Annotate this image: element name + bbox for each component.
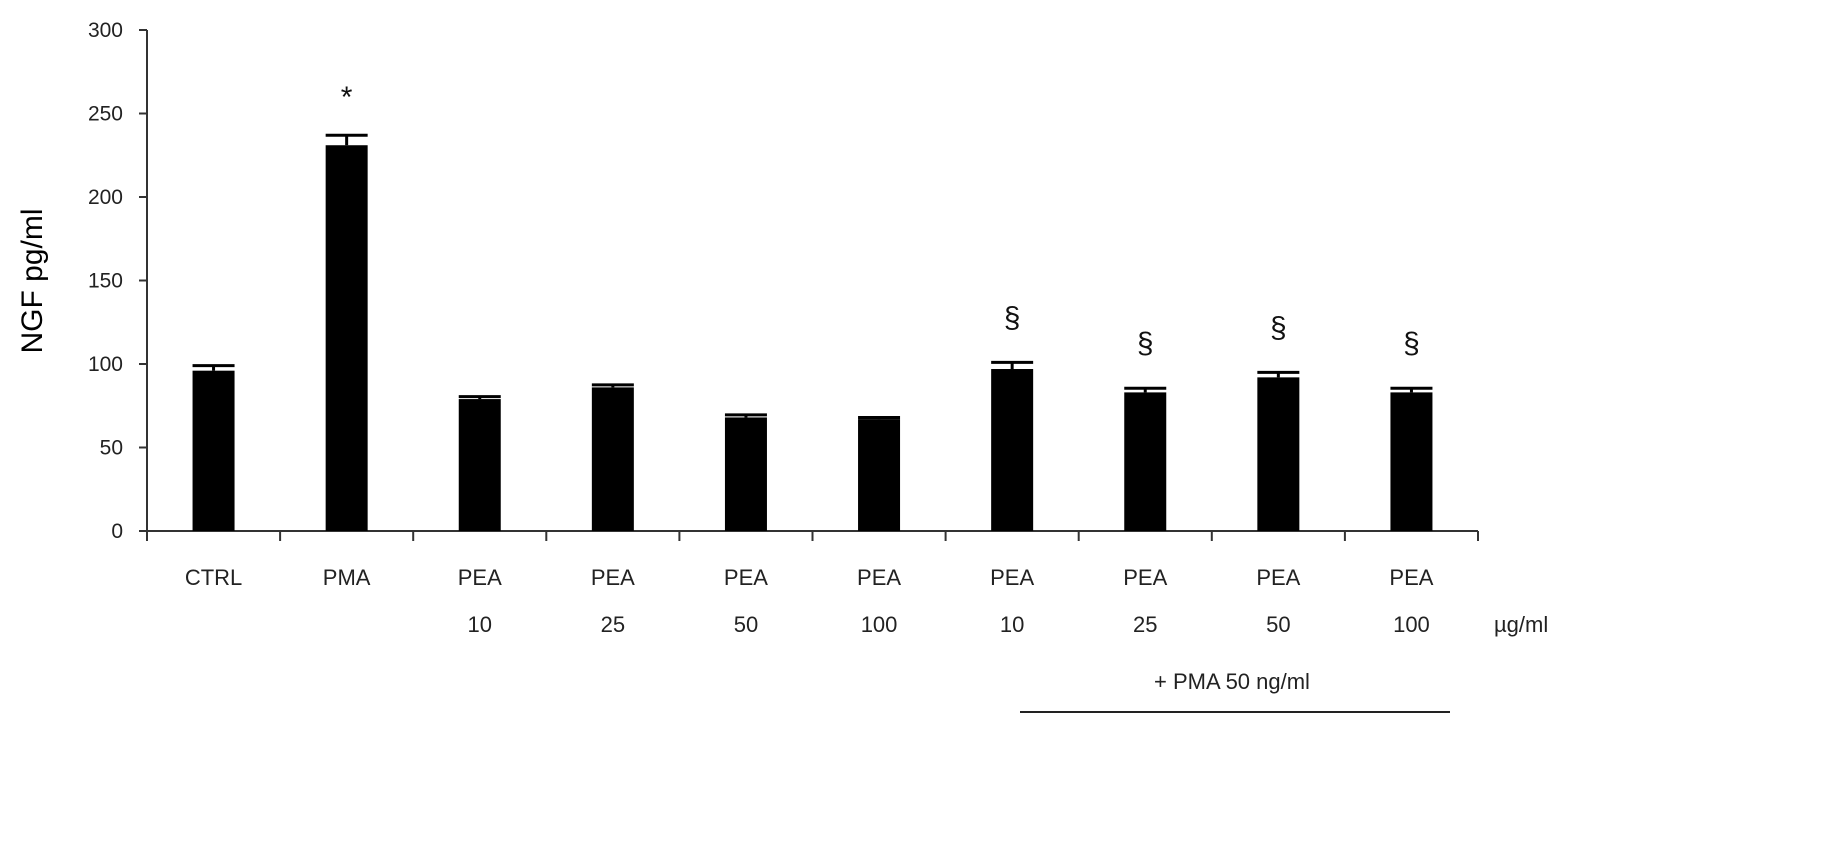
bar xyxy=(1124,392,1167,531)
category-sublabel: 10 xyxy=(468,612,492,637)
category-sublabel: 10 xyxy=(1000,612,1024,637)
category-label: PEA xyxy=(857,565,901,590)
bar xyxy=(991,369,1034,531)
y-tick-label: 150 xyxy=(88,270,123,293)
category-labels: CTRL PMA PEA 10 PEA 25 PEA 50 PEA 100 PEA 10 PEA 25 PE… xyxy=(185,565,1434,637)
bar xyxy=(1390,392,1433,531)
bar xyxy=(858,419,901,531)
category-sublabel: 25 xyxy=(601,612,625,637)
bar xyxy=(192,370,235,531)
bar xyxy=(325,145,368,532)
x-axis xyxy=(146,530,1479,541)
significance-marker: § xyxy=(1137,327,1154,360)
significance-marker: § xyxy=(1270,311,1287,344)
category-sublabel: 50 xyxy=(1266,612,1290,637)
unit-label: µg/ml xyxy=(1494,612,1548,637)
significance-marker: * xyxy=(341,81,353,114)
category-label: CTRL xyxy=(185,565,242,590)
category-label: PEA xyxy=(724,565,768,590)
category-sublabel: 100 xyxy=(1393,612,1430,637)
significance-marker: § xyxy=(1004,301,1021,334)
bars: * § § § § xyxy=(192,81,1433,532)
bar xyxy=(458,399,501,531)
category-label: PEA xyxy=(591,565,635,590)
y-axis-label: NGF pg/ml xyxy=(16,208,49,353)
category-label: PEA xyxy=(1389,565,1433,590)
bar xyxy=(591,387,634,531)
category-sublabel: 50 xyxy=(734,612,758,637)
y-tick-label: 0 xyxy=(111,520,123,543)
significance-marker: § xyxy=(1403,327,1420,360)
category-label: PEA xyxy=(1123,565,1167,590)
category-label: PMA xyxy=(323,565,371,590)
y-tick-label: 50 xyxy=(100,437,123,460)
bar xyxy=(724,417,767,531)
y-tick-label: 100 xyxy=(88,353,123,376)
category-sublabel: 25 xyxy=(1133,612,1157,637)
bar xyxy=(1257,377,1300,531)
category-label: PEA xyxy=(1256,565,1300,590)
y-tick-label: 250 xyxy=(88,103,123,126)
y-tick-label: 300 xyxy=(88,19,123,42)
y-tick-label: 200 xyxy=(88,186,123,209)
category-label: PEA xyxy=(458,565,502,590)
y-axis: 0 50 100 150 200 250 300 xyxy=(88,19,148,543)
category-label: PEA xyxy=(990,565,1034,590)
group-label: + PMA 50 ng/ml xyxy=(1154,669,1310,694)
category-sublabel: 100 xyxy=(861,612,898,637)
